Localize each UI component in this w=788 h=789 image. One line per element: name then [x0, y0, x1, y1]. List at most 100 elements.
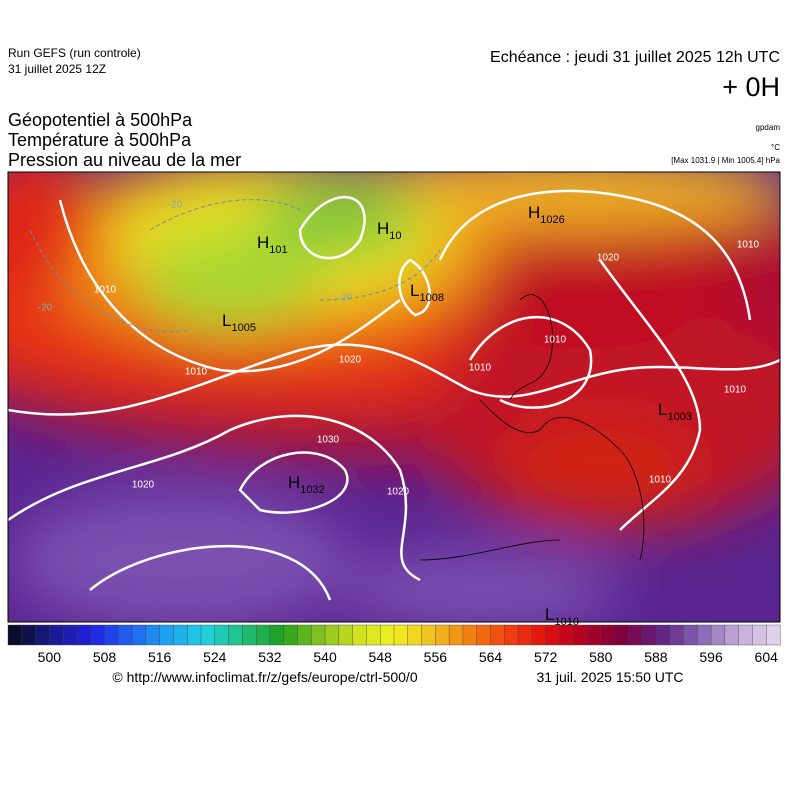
color-swatch — [380, 624, 395, 646]
colorbar-tick-label: 508 — [93, 649, 117, 665]
color-swatch — [366, 624, 381, 646]
colorbar-tick-label: 596 — [699, 649, 723, 665]
run: Run GEFS (run controle) — [8, 46, 141, 60]
color-swatch — [531, 624, 547, 646]
high-center: H1032 — [288, 473, 325, 496]
color-swatch — [21, 624, 37, 646]
color-swatch — [614, 624, 629, 646]
color-swatch — [104, 624, 119, 646]
valid-time: Echéance : jeudi 31 juillet 2025 12h UTC — [490, 49, 780, 66]
color-swatch — [559, 624, 574, 646]
color-swatch — [49, 624, 64, 646]
color-swatch — [586, 624, 602, 646]
isobar-label: 1010 — [649, 475, 672, 486]
color-swatch — [214, 624, 230, 646]
color-swatch — [255, 624, 271, 646]
color-swatch — [683, 624, 698, 646]
color-swatch — [118, 624, 133, 646]
color-swatch — [600, 624, 616, 646]
color-swatch — [448, 624, 464, 646]
color-swatch — [573, 624, 588, 646]
title: Géopotentiel à 500hPa — [8, 110, 193, 130]
isobar-label: 1010 — [469, 363, 492, 374]
color-swatch — [269, 624, 285, 646]
low-center: L1003 — [658, 400, 692, 423]
color-swatch — [407, 624, 423, 646]
color-swatch — [490, 624, 505, 646]
color-swatch — [228, 624, 243, 646]
colorbar-tick-label: 548 — [369, 649, 393, 665]
color-swatch — [297, 624, 312, 646]
title: Température à 500hPa — [8, 130, 192, 150]
colorbar-tick-label: 604 — [755, 649, 779, 665]
color-swatch — [504, 624, 519, 646]
color-swatch — [641, 624, 657, 646]
isobar-label: 1010 — [737, 240, 760, 251]
color-swatch — [131, 624, 147, 646]
color-swatch — [766, 624, 781, 646]
isotherm-label: -20 — [338, 293, 353, 304]
color-swatch — [628, 624, 643, 646]
color-swatch — [435, 624, 450, 646]
color-swatch — [752, 624, 767, 646]
color-swatch — [710, 624, 726, 646]
color-swatch — [7, 624, 23, 646]
color-swatch — [517, 624, 533, 646]
color-swatch — [173, 624, 188, 646]
colorbar-tick-label: 588 — [644, 649, 668, 665]
color-swatch — [200, 624, 216, 646]
high-center: H101 — [257, 233, 288, 256]
color-swatch — [76, 624, 92, 646]
color-swatch — [311, 624, 326, 646]
color-swatch — [338, 624, 354, 646]
isobar-labels: 1020 1010 1030 1020 1020 1020 1010 1010 … — [38, 200, 760, 498]
lead-time: + 0H — [722, 72, 780, 102]
color-swatch — [738, 624, 753, 646]
colorbar-tick-label: 580 — [589, 649, 613, 665]
color-swatch — [159, 624, 174, 646]
color-swatch — [90, 624, 106, 646]
title: Pression au niveau de la mer — [8, 150, 241, 170]
colorbar-tick-label: 516 — [148, 649, 172, 665]
map-frame — [7, 171, 781, 623]
color-swatch — [462, 624, 478, 646]
unit: °C — [771, 143, 780, 152]
colorbar: 500 508 516 524 532 540 548 556 564 572 580 588 596 6… — [7, 624, 781, 665]
credit: © http://www.infoclimat.fr/z/gefs/europe… — [112, 669, 417, 685]
isobar-label: 1020 — [597, 253, 620, 264]
generated-time: 31 juil. 2025 15:50 UTC — [536, 669, 683, 685]
map — [8, 172, 780, 622]
isotherm-label: -20 — [38, 303, 53, 314]
color-swatch — [697, 624, 712, 646]
color-swatch — [283, 624, 299, 646]
isobar-label: 1020 — [132, 480, 155, 491]
low-center: L1008 — [410, 281, 444, 304]
isotherm-label: -20 — [168, 200, 183, 211]
color-swatch — [724, 624, 740, 646]
color-swatch — [476, 624, 492, 646]
run-date: 31 juillet 2025 12Z — [8, 62, 106, 76]
isobar-label: 1010 — [724, 385, 747, 396]
color-swatch — [545, 624, 560, 646]
color-swatch — [655, 624, 671, 646]
color-swatch — [421, 624, 436, 646]
isobar-label: 1020 — [387, 487, 410, 498]
colorbar-tick-label: 572 — [534, 649, 558, 665]
isobar-label: 1010 — [185, 367, 208, 378]
isobar-label: 1010 — [544, 335, 567, 346]
color-swatch — [62, 624, 78, 646]
colorbar-tick-label: 500 — [38, 649, 62, 665]
color-swatch — [352, 624, 367, 646]
high-center: H1026 — [528, 203, 565, 226]
colorbar-tick-label: 532 — [258, 649, 282, 665]
color-swatch — [35, 624, 50, 646]
color-swatch — [187, 624, 202, 646]
color-swatch — [393, 624, 409, 646]
isobar-label: 1030 — [317, 435, 340, 446]
unit: gpdam — [756, 123, 781, 132]
color-swatch — [669, 624, 685, 646]
unit: [Max 1031.9 | Min 1005.4] hPa — [671, 156, 780, 165]
color-swatch — [324, 624, 340, 646]
pressure-centers: H1032 L1005 H1026 L1008 L1003 L1010 H101… — [222, 203, 692, 628]
